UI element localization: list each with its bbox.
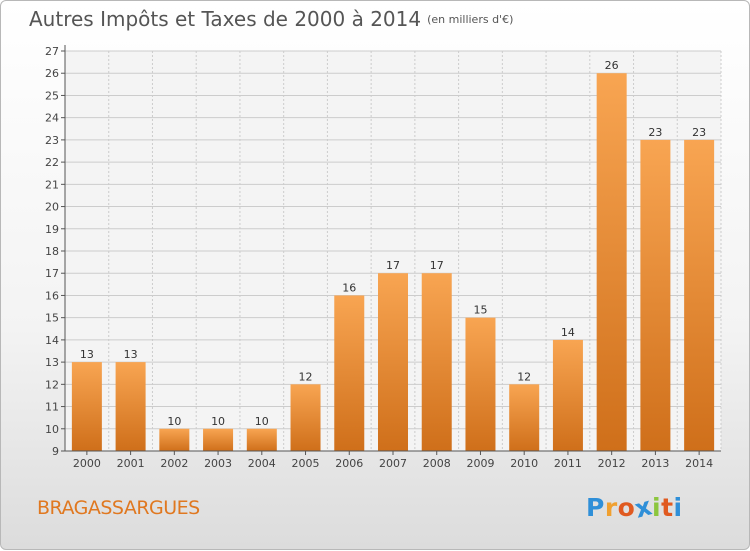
data-label: 12 — [299, 370, 313, 383]
y-tick-label: 22 — [45, 156, 59, 169]
x-tick-label: 2000 — [73, 457, 101, 470]
x-tick-label: 2005 — [292, 457, 320, 470]
bar — [203, 428, 234, 451]
y-tick-label: 21 — [45, 178, 59, 191]
x-tick-label: 2002 — [160, 457, 188, 470]
data-label: 13 — [80, 348, 94, 361]
data-label: 26 — [605, 59, 619, 72]
bar — [640, 139, 671, 451]
y-tick-label: 27 — [45, 45, 59, 58]
y-tick-label: 11 — [45, 401, 59, 414]
y-tick-label: 25 — [45, 89, 59, 102]
bar — [465, 317, 496, 451]
y-tick-label: 18 — [45, 245, 59, 258]
x-tick-label: 2001 — [117, 457, 145, 470]
y-tick-label: 23 — [45, 134, 59, 147]
bar — [684, 139, 715, 451]
bar — [71, 362, 102, 451]
y-tick-label: 20 — [45, 201, 59, 214]
data-label: 12 — [517, 370, 531, 383]
labels-layer: 13 13 10 10 10 12 16 17 17 15 12 14 26 23 23 — [80, 59, 706, 428]
bar — [378, 273, 408, 451]
proxiti-logo[interactable]: Proxiti — [586, 491, 683, 523]
bar — [246, 428, 277, 451]
y-tick-label: 15 — [45, 312, 59, 325]
x-tick-label: 2008 — [423, 457, 451, 470]
bars-layer — [71, 73, 715, 451]
y-tick-label: 17 — [45, 267, 59, 280]
y-tick-label: 12 — [45, 378, 59, 391]
data-label: 23 — [692, 126, 706, 139]
data-label: 14 — [561, 326, 575, 339]
data-label: 13 — [124, 348, 138, 361]
chart-title: Autres Impôts et Taxes de 2000 à 2014 (en… — [29, 7, 513, 31]
logo-letter: r — [604, 493, 618, 522]
x-tick-label: 2012 — [598, 457, 626, 470]
bar — [334, 295, 365, 451]
data-label: 17 — [386, 259, 400, 272]
logo-letter: t — [661, 493, 674, 522]
x-tick-label: 2007 — [379, 457, 407, 470]
x-tick-label: 2009 — [466, 457, 494, 470]
data-label: 15 — [473, 304, 487, 317]
data-label: 10 — [167, 415, 181, 428]
y-tick-label: 13 — [45, 356, 59, 369]
y-tick-label: 24 — [45, 112, 59, 125]
y-tick-label: 14 — [45, 334, 59, 347]
logo-letter: i — [673, 493, 683, 522]
data-label: 17 — [430, 259, 444, 272]
data-label: 10 — [211, 415, 225, 428]
x-tick-label: 2010 — [510, 457, 538, 470]
data-label: 23 — [648, 126, 662, 139]
bar — [596, 73, 627, 451]
x-tick-label: 2011 — [554, 457, 582, 470]
x-tick-label: 2004 — [248, 457, 276, 470]
y-tick-label: 10 — [45, 423, 59, 436]
bar — [552, 339, 583, 451]
data-label: 16 — [342, 281, 356, 294]
bar — [159, 428, 190, 451]
data-label: 10 — [255, 415, 269, 428]
x-tick-label: 2006 — [335, 457, 363, 470]
logo-letter: i — [652, 493, 662, 522]
y-tick-label: 19 — [45, 223, 59, 236]
chart-unit: (en milliers d'€) — [427, 13, 514, 26]
axis-layer: 9 10 11 12 13 14 15 16 17 18 19 20 21 22 23 24 25 26 27 200… — [45, 45, 721, 470]
chart-title-text: Autres Impôts et Taxes de 2000 à 2014 — [29, 7, 422, 31]
y-tick-label: 9 — [52, 445, 59, 458]
bar — [421, 273, 452, 451]
y-tick-label: 26 — [45, 67, 59, 80]
bar — [509, 384, 540, 451]
bar — [290, 384, 321, 451]
x-tick-label: 2014 — [685, 457, 713, 470]
x-tick-label: 2003 — [204, 457, 232, 470]
commune-name: BRAGASSARGUES — [37, 497, 200, 519]
y-tick-label: 16 — [45, 289, 59, 302]
bar — [115, 362, 146, 451]
x-tick-label: 2013 — [641, 457, 669, 470]
logo-letter: P — [586, 493, 605, 522]
logo-letter: o — [617, 493, 636, 522]
